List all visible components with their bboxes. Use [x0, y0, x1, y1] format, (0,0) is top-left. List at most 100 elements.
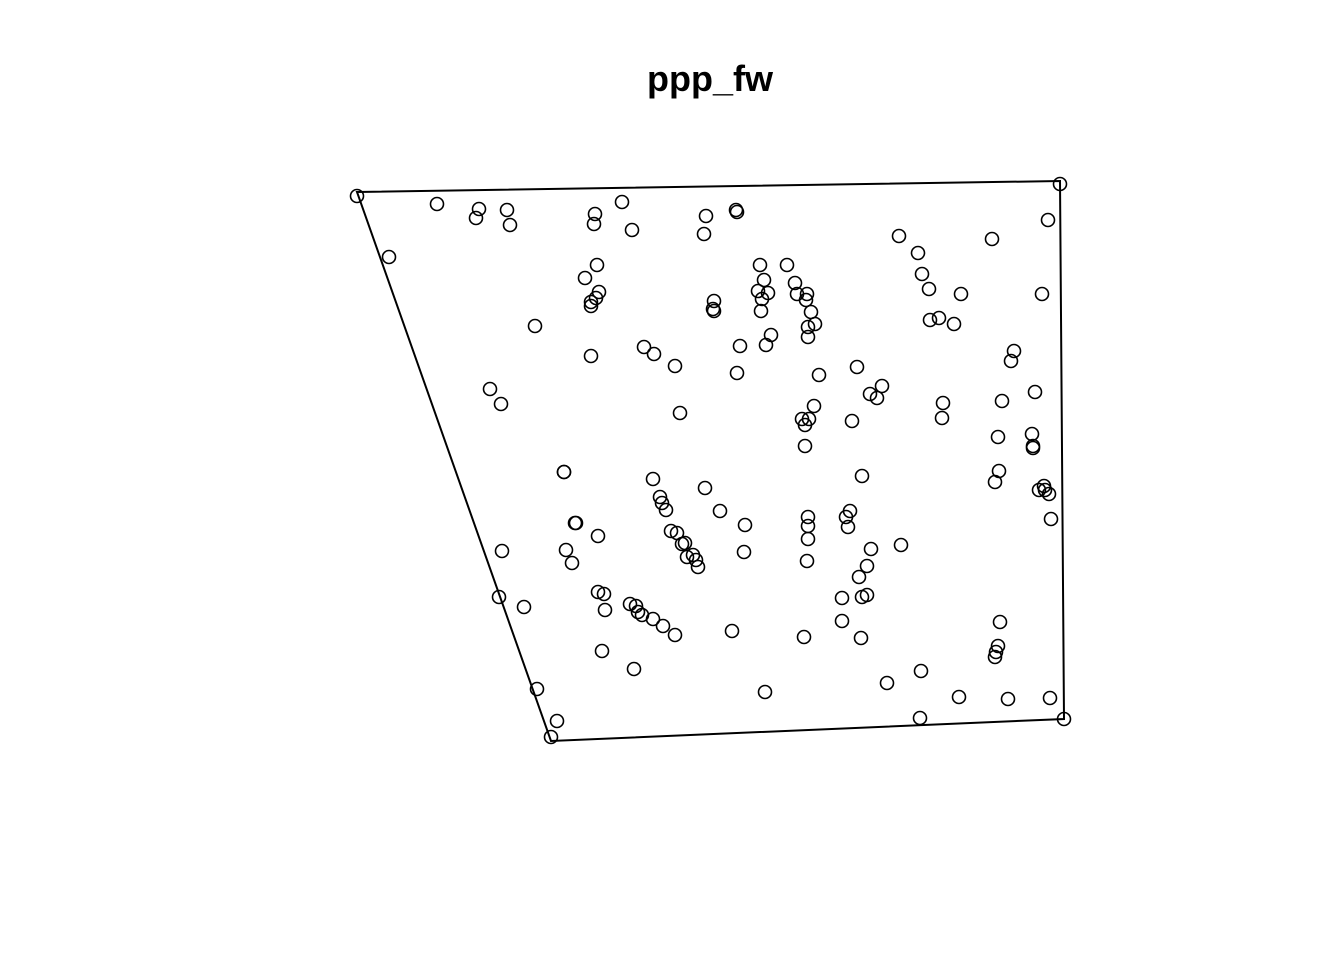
- data-point: [494, 543, 510, 559]
- data-point: [698, 208, 714, 224]
- data-point: [654, 495, 670, 511]
- data-point: [1052, 176, 1068, 192]
- data-point: [1027, 384, 1043, 400]
- data-point: [757, 684, 773, 700]
- data-point: [951, 689, 967, 705]
- data-point: [922, 312, 938, 328]
- data-point: [750, 283, 766, 299]
- data-point: [729, 365, 745, 381]
- data-point: [754, 291, 770, 307]
- data-point: [797, 438, 813, 454]
- data-point: [482, 381, 498, 397]
- data-point: [1056, 711, 1072, 727]
- data-point: [652, 489, 668, 505]
- data-point: [756, 272, 772, 288]
- data-point: [729, 204, 745, 220]
- data-point: [429, 196, 445, 212]
- data-point: [499, 202, 515, 218]
- data-point: [840, 519, 856, 535]
- data-point: [645, 611, 661, 627]
- data-point: [622, 596, 638, 612]
- data-point: [798, 292, 814, 308]
- data-point: [468, 210, 484, 226]
- data-point: [556, 464, 572, 480]
- data-point: [690, 559, 706, 575]
- data-point: [803, 304, 819, 320]
- data-point: [854, 468, 870, 484]
- data-point: [645, 471, 661, 487]
- data-point: [646, 346, 662, 362]
- data-point: [655, 618, 671, 634]
- data-point: [696, 226, 712, 242]
- data-point: [568, 515, 584, 531]
- data-point: [834, 590, 850, 606]
- data-point: [913, 663, 929, 679]
- data-point: [910, 245, 926, 261]
- data-point: [921, 281, 937, 297]
- data-point: [1006, 343, 1022, 359]
- data-point: [799, 553, 815, 569]
- data-point: [874, 378, 890, 394]
- data-point: [636, 339, 652, 355]
- data-point: [990, 429, 1006, 445]
- data-point: [931, 310, 947, 326]
- data-point: [697, 480, 713, 496]
- data-point: [586, 216, 602, 232]
- data-point: [516, 599, 532, 615]
- data-point: [879, 675, 895, 691]
- data-point: [914, 266, 930, 282]
- data-point: [935, 395, 951, 411]
- data-point: [590, 584, 606, 600]
- data-point: [953, 286, 969, 302]
- data-point: [994, 393, 1010, 409]
- data-point: [800, 518, 816, 534]
- data-point: [891, 228, 907, 244]
- data-point: [946, 316, 962, 332]
- data-point: [862, 386, 878, 402]
- data-point: [797, 417, 813, 433]
- data-point: [758, 337, 774, 353]
- data-point: [779, 257, 795, 273]
- data-point: [737, 517, 753, 533]
- data-point: [558, 542, 574, 558]
- data-point: [672, 405, 688, 421]
- data-point: [583, 294, 599, 310]
- data-point: [471, 201, 487, 217]
- data-point: [679, 549, 695, 565]
- data-point: [800, 319, 816, 335]
- data-point: [893, 537, 909, 553]
- data-point: [1024, 426, 1040, 442]
- data-point: [990, 638, 1006, 654]
- data-point: [663, 523, 679, 539]
- data-point: [1025, 440, 1041, 456]
- data-point: [549, 713, 565, 729]
- data-point: [381, 249, 397, 265]
- data-point: [849, 359, 865, 375]
- data-point: [626, 661, 642, 677]
- data-point: [859, 558, 875, 574]
- data-point: [984, 231, 1000, 247]
- data-point: [800, 531, 816, 547]
- data-point: [1034, 286, 1050, 302]
- data-point: [1037, 482, 1053, 498]
- data-point: [677, 535, 693, 551]
- data-point: [752, 257, 768, 273]
- data-point: [564, 555, 580, 571]
- data-point: [630, 604, 646, 620]
- data-point: [987, 649, 1003, 665]
- data-point: [1041, 486, 1057, 502]
- data-point: [529, 681, 545, 697]
- data-point: [763, 327, 779, 343]
- data-point: [724, 623, 740, 639]
- data-point: [577, 270, 593, 286]
- data-point: [799, 286, 815, 302]
- data-point: [1042, 690, 1058, 706]
- data-point: [349, 188, 365, 204]
- data-point: [1040, 212, 1056, 228]
- observation-window: [355, 179, 1066, 743]
- data-point: [583, 348, 599, 364]
- data-point: [787, 275, 803, 291]
- data-point: [624, 222, 640, 238]
- data-point: [753, 303, 769, 319]
